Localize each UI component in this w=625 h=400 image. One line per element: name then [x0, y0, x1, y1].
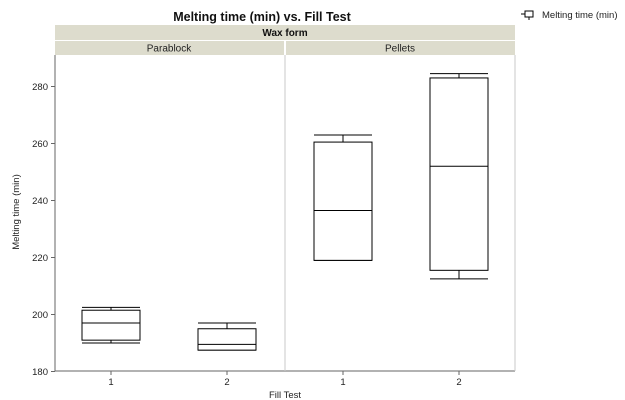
group-header — [55, 25, 515, 40]
iqr-box — [313, 141, 373, 261]
panel-label-pellets: Pellets — [385, 44, 415, 55]
panel-label-parablock: Parablock — [147, 44, 192, 55]
group-title: Wax form — [262, 28, 307, 39]
legend: Melting time (min) — [521, 10, 618, 21]
box-pellets-2 — [429, 73, 489, 280]
y-tick-label: 240 — [32, 196, 48, 207]
y-axis-label: Melting time (min) — [11, 174, 22, 250]
y-tick-label: 200 — [32, 310, 48, 321]
y-tick-label: 220 — [32, 253, 48, 264]
x-tick-label: 1 — [108, 377, 113, 388]
panel-header-pellets — [286, 41, 515, 55]
boxes — [81, 73, 489, 351]
axes — [54, 55, 516, 372]
iqr-box — [81, 309, 141, 341]
box-parablock-2 — [197, 322, 257, 351]
x-tick-label: 2 — [224, 377, 229, 388]
panel-header-parablock — [55, 41, 284, 55]
y-tick-label: 260 — [32, 139, 48, 150]
chart-title: Melting time (min) vs. Fill Test — [173, 10, 351, 24]
iqr-box — [429, 77, 489, 271]
box-parablock-1 — [81, 306, 141, 344]
legend-label: Melting time (min) — [542, 10, 618, 21]
x-tick-label: 1 — [340, 377, 345, 388]
x-tick-label: 2 — [456, 377, 461, 388]
x-axis-label: Fill Test — [269, 390, 301, 400]
x-ticks: 1 2 1 2 — [108, 371, 462, 388]
legend-box-icon — [521, 10, 534, 20]
box-pellets-1 — [313, 134, 373, 261]
y-ticks: 180 200 220 240 260 280 — [32, 82, 55, 378]
y-tick-label: 280 — [32, 82, 48, 93]
y-tick-label: 180 — [32, 367, 48, 378]
iqr-box — [197, 328, 257, 351]
